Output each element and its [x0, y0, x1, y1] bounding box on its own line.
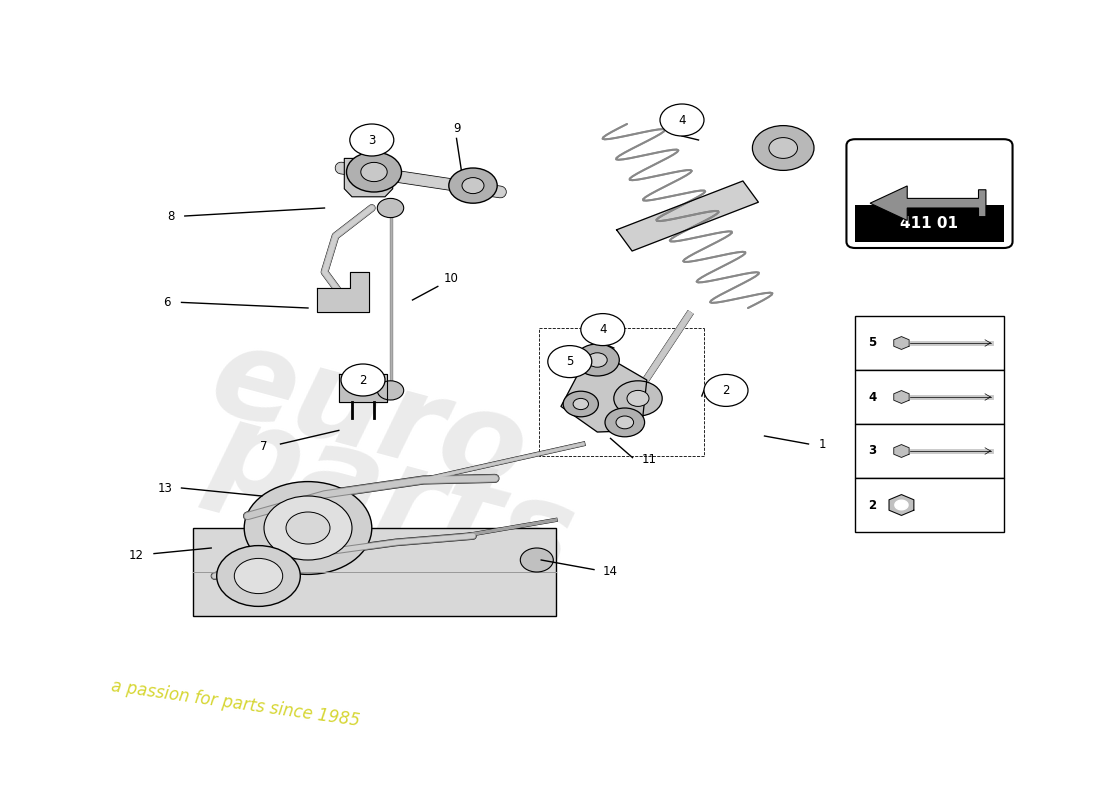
Polygon shape	[870, 186, 986, 221]
Polygon shape	[894, 390, 909, 403]
Text: 4: 4	[600, 323, 606, 336]
Text: 2: 2	[723, 384, 729, 397]
Polygon shape	[339, 374, 387, 402]
Polygon shape	[895, 500, 909, 510]
Bar	[856, 370, 1003, 424]
Text: 7: 7	[261, 440, 267, 453]
Text: 1: 1	[820, 438, 826, 450]
Text: 2: 2	[869, 498, 877, 511]
Circle shape	[350, 124, 394, 156]
Circle shape	[616, 416, 634, 429]
Polygon shape	[317, 272, 368, 312]
Circle shape	[449, 168, 497, 203]
Text: euro: euro	[198, 316, 540, 516]
Circle shape	[244, 482, 372, 574]
Text: 6: 6	[164, 296, 170, 309]
Text: a passion for parts since 1985: a passion for parts since 1985	[110, 678, 361, 730]
Text: 12: 12	[129, 549, 144, 562]
Text: 3: 3	[869, 445, 877, 458]
Circle shape	[587, 353, 607, 367]
Circle shape	[234, 558, 283, 594]
Polygon shape	[889, 494, 914, 515]
Circle shape	[581, 314, 625, 346]
Bar	[856, 205, 1003, 242]
Text: 9: 9	[453, 122, 460, 134]
Text: 411 01: 411 01	[901, 216, 958, 231]
Text: 14: 14	[603, 565, 618, 578]
Text: 11: 11	[641, 454, 657, 466]
Circle shape	[520, 548, 553, 572]
Polygon shape	[894, 445, 909, 458]
FancyBboxPatch shape	[847, 139, 1012, 248]
Circle shape	[361, 162, 387, 182]
Polygon shape	[894, 337, 909, 350]
Text: 5: 5	[566, 355, 573, 368]
Circle shape	[341, 364, 385, 396]
Circle shape	[660, 104, 704, 136]
Polygon shape	[344, 158, 393, 197]
Text: 13: 13	[157, 482, 173, 494]
Bar	[856, 424, 1003, 478]
Circle shape	[752, 126, 814, 170]
Circle shape	[264, 496, 352, 560]
Bar	[856, 316, 1003, 370]
Text: 10: 10	[443, 272, 459, 285]
Circle shape	[563, 391, 598, 417]
Text: parts: parts	[198, 390, 586, 602]
Circle shape	[286, 512, 330, 544]
Text: 3: 3	[368, 134, 375, 146]
Circle shape	[614, 381, 662, 416]
Circle shape	[704, 374, 748, 406]
Circle shape	[769, 138, 798, 158]
Circle shape	[462, 178, 484, 194]
Circle shape	[575, 344, 619, 376]
Text: 4: 4	[869, 390, 877, 403]
Circle shape	[573, 398, 588, 410]
Circle shape	[217, 546, 300, 606]
Circle shape	[548, 346, 592, 378]
Polygon shape	[561, 348, 647, 432]
Circle shape	[346, 152, 402, 192]
Polygon shape	[617, 181, 758, 251]
Circle shape	[377, 198, 404, 218]
Text: 8: 8	[167, 210, 174, 222]
Bar	[192, 528, 556, 616]
Circle shape	[627, 390, 649, 406]
Bar	[856, 478, 1003, 532]
Text: 5: 5	[869, 337, 877, 350]
Circle shape	[377, 381, 404, 400]
Text: 2: 2	[360, 374, 366, 386]
Circle shape	[605, 408, 645, 437]
Text: 4: 4	[679, 114, 685, 126]
